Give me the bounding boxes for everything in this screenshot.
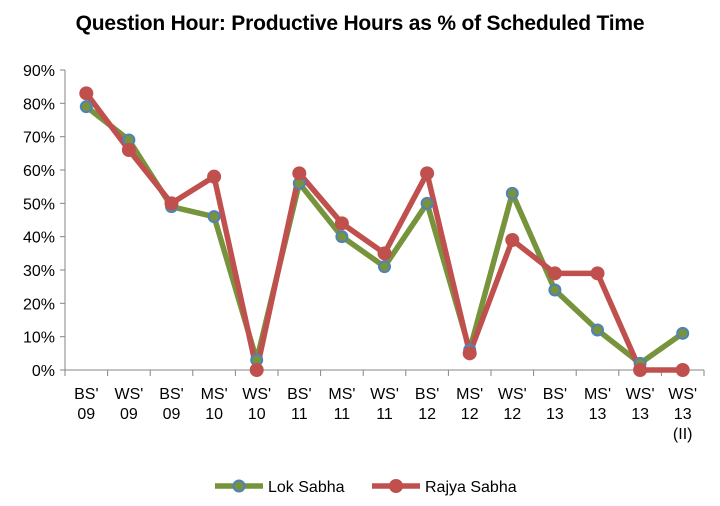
y-tick-label: 60% [23, 163, 55, 180]
data-point-series-1 [207, 210, 221, 224]
x-tick-label: WS' 13 [626, 386, 655, 423]
x-tick-label: MS' 12 [456, 386, 483, 423]
x-tick-label: WS' 09 [114, 386, 143, 423]
y-tick-label: 40% [23, 230, 55, 247]
x-tick-label-line: 12 [461, 406, 479, 423]
data-point-series-1 [591, 323, 604, 337]
x-tick-label-line: 13 [589, 406, 607, 423]
data-point-series-2 [505, 233, 520, 247]
x-tick-label-line: 10 [248, 406, 266, 423]
x-tick-label: WS' 13 (II) [668, 386, 697, 443]
data-point-series-1 [378, 260, 391, 274]
x-tick-label-line: 11 [291, 406, 308, 423]
data-point-series-1 [548, 283, 562, 297]
y-tick-label: 50% [23, 196, 55, 213]
x-tick-label: MS' 11 [328, 386, 355, 423]
x-tick-label-line: WS' [242, 386, 271, 403]
y-tick-label: 90% [23, 63, 55, 80]
data-point-series-2 [590, 266, 605, 281]
x-tick-label-line: MS' [201, 386, 228, 403]
y-tick-label: 20% [23, 296, 55, 313]
legend-marker-2 [389, 479, 403, 493]
data-point-series-2 [420, 166, 435, 181]
x-tick-label-line: MS' [328, 386, 355, 403]
x-tick-label-line: WS' [370, 386, 399, 403]
x-tick-label-line: MS' [456, 386, 483, 403]
x-tick-label-line: 13 [674, 406, 692, 423]
x-tick-label: WS' 12 [498, 386, 527, 423]
data-point-series-1 [420, 196, 434, 210]
x-tick-label-line: 11 [334, 406, 351, 423]
x-tick-label-line: WS' [626, 386, 655, 403]
legend-label-2: Rajya Sabha [425, 479, 517, 496]
data-point-series-2 [292, 166, 307, 181]
x-tick-label-line: BS' [543, 386, 567, 403]
x-tick-label-line: WS' [498, 386, 527, 403]
x-tick-label-line: (II) [673, 426, 693, 443]
data-point-series-2 [121, 143, 136, 157]
data-point-series-2 [377, 246, 392, 261]
data-point-series-2 [164, 196, 179, 211]
x-tick-label-line: MS' [584, 386, 611, 403]
data-point-series-2 [675, 363, 690, 377]
x-tick-label-line: 12 [503, 406, 521, 423]
x-tick-label-line: 11 [376, 406, 393, 423]
x-tick-label-line: 12 [418, 406, 436, 423]
x-tick-label: WS' 11 [370, 386, 399, 423]
x-tick-label: MS' 13 [584, 386, 611, 423]
x-tick-label-line: WS' [668, 386, 697, 403]
x-tick-label-line: BS' [74, 386, 98, 403]
x-tick-label: WS' 10 [242, 386, 271, 423]
x-tick-label-line: 13 [631, 406, 649, 423]
data-point-series-2 [249, 363, 264, 377]
legend-label-1: Lok Sabha [268, 479, 345, 496]
y-tick-label: 30% [23, 263, 55, 280]
x-tick-label: MS' 10 [201, 386, 228, 423]
y-tick-label: 70% [23, 130, 55, 147]
data-point-series-1 [79, 100, 93, 114]
x-tick-label: BS' 13 [543, 386, 567, 423]
series-line-1 [83, 103, 686, 367]
x-tick-label-line: BS' [415, 386, 439, 403]
x-tick-label: BS' 09 [159, 386, 183, 423]
chart-title: Question Hour: Productive Hours as % of … [75, 12, 645, 35]
data-point-series-2 [633, 363, 648, 377]
data-point-series-1 [335, 230, 349, 244]
data-point-series-2 [547, 266, 562, 281]
x-tick-label-line: 13 [546, 406, 564, 423]
data-point-series-1 [505, 186, 519, 200]
legend-marker-1 [232, 479, 246, 493]
x-tick-label-line: BS' [287, 386, 311, 403]
data-point-series-2 [462, 346, 477, 361]
x-tick-label: BS' 11 [287, 386, 311, 423]
y-tick-label: 0% [32, 363, 55, 380]
x-tick-label-line: 09 [77, 406, 95, 423]
data-point-series-2 [334, 216, 349, 231]
x-tick-label-line: 10 [205, 406, 223, 423]
x-tick-label-line: WS' [114, 386, 143, 403]
x-tick-label: BS' 09 [74, 386, 98, 423]
data-point-series-1 [676, 326, 690, 340]
data-point-series-2 [79, 86, 94, 101]
x-tick-label-line: 09 [163, 406, 181, 423]
x-tick-label-line: 09 [120, 406, 138, 423]
data-point-series-2 [207, 169, 222, 184]
y-tick-label: 80% [23, 96, 55, 113]
x-tick-label-line: BS' [159, 386, 183, 403]
x-tick-label: BS' 12 [415, 386, 439, 423]
y-tick-label: 10% [23, 330, 55, 347]
